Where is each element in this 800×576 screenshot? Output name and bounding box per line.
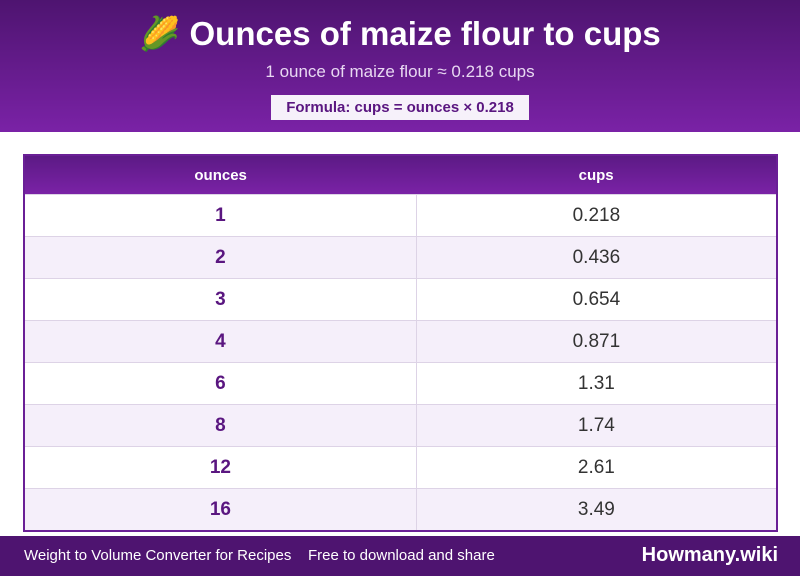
cell: 3.49 <box>415 488 778 532</box>
title-text: Ounces of maize flour to cups <box>189 15 661 52</box>
cell: 0.218 <box>415 194 778 237</box>
brand: Howmany.wiki <box>641 544 778 566</box>
cell: 2.61 <box>415 446 778 489</box>
cell: 0.871 <box>415 320 778 363</box>
cell: 16 <box>23 488 417 532</box>
row: 1 0.218 <box>23 194 778 237</box>
title: 🌽 Ounces of maize flour to cups <box>0 0 800 54</box>
row: 6 1.31 <box>23 362 778 405</box>
footer-middle: Free to download and share <box>308 547 495 564</box>
cell: 1.74 <box>415 404 778 447</box>
cell: 2 <box>23 236 417 279</box>
cell: 1.31 <box>415 362 778 405</box>
cell: 3 <box>23 278 417 321</box>
column-header: cups <box>416 155 777 195</box>
subtitle: 1 ounce of maize flour ≈ 0.218 cups <box>265 62 535 81</box>
row: 12 2.61 <box>23 446 778 489</box>
cell: 6 <box>23 362 417 405</box>
cell: 1 <box>23 194 417 237</box>
row: 16 3.49 <box>23 488 778 532</box>
cell: 4 <box>23 320 417 363</box>
footer-left: Weight to Volume Converter for Recipes <box>24 547 292 564</box>
table: ounces cups 1 0.218 2 0.436 3 0.654 4 0.871 6 1.31 8… <box>23 154 778 532</box>
cell: 0.436 <box>415 236 778 279</box>
footer: Weight to Volume Converter for Recipes F… <box>0 536 800 576</box>
row: 8 1.74 <box>23 404 778 447</box>
column-header: ounces <box>24 155 417 195</box>
formula: Formula: cups = ounces × 0.218 <box>271 95 529 120</box>
row: 4 0.871 <box>23 320 778 363</box>
row: 2 0.436 <box>23 236 778 279</box>
cell: 12 <box>23 446 417 489</box>
icon: 🌽 <box>139 15 181 52</box>
header: 🌽 Ounces of maize flour to cups 1 ounce … <box>0 0 800 132</box>
cell: 0.654 <box>415 278 778 321</box>
cell: 8 <box>23 404 417 447</box>
row: 3 0.654 <box>23 278 778 321</box>
